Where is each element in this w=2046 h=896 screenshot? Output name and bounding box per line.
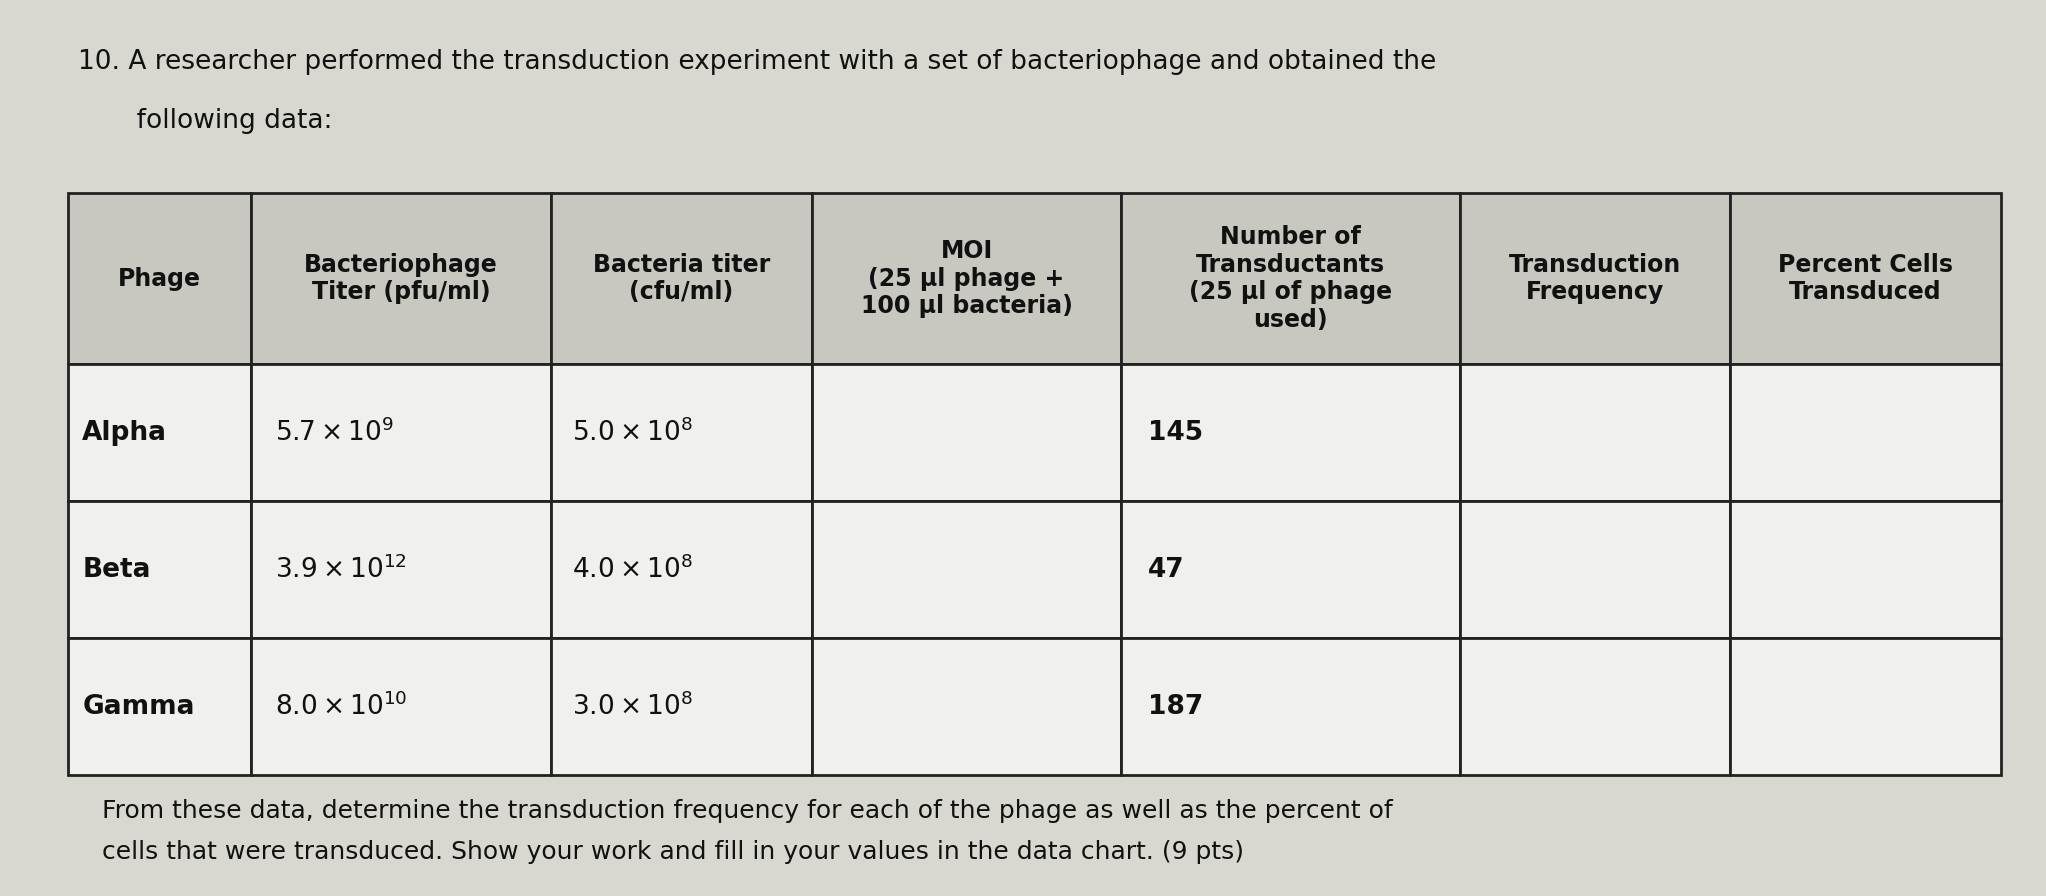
Text: $8.0 \times 10^{10}$: $8.0 \times 10^{10}$ bbox=[274, 693, 407, 721]
Text: Beta: Beta bbox=[82, 556, 151, 582]
Text: following data:: following data: bbox=[78, 108, 331, 134]
Text: Gamma: Gamma bbox=[82, 694, 194, 719]
Text: $5.0 \times 10^{8}$: $5.0 \times 10^{8}$ bbox=[571, 418, 692, 447]
Text: 145: 145 bbox=[1148, 420, 1203, 446]
Text: $5.7 \times 10^{9}$: $5.7 \times 10^{9}$ bbox=[274, 418, 393, 447]
Text: Percent Cells
Transduced: Percent Cells Transduced bbox=[1778, 253, 1954, 305]
Text: From these data, determine the transduction frequency for each of the phage as w: From these data, determine the transduct… bbox=[78, 799, 1393, 823]
Text: 47: 47 bbox=[1148, 556, 1185, 582]
Text: $3.9 \times 10^{12}$: $3.9 \times 10^{12}$ bbox=[274, 556, 407, 584]
Text: 187: 187 bbox=[1148, 694, 1203, 719]
Text: $4.0 \times 10^{8}$: $4.0 \times 10^{8}$ bbox=[571, 556, 692, 584]
Text: Number of
Transductants
(25 μl of phage
used): Number of Transductants (25 μl of phage … bbox=[1189, 225, 1391, 332]
Text: Bacteria titer
(cfu/ml): Bacteria titer (cfu/ml) bbox=[593, 253, 769, 305]
Text: cells that were transduced. Show your work and fill in your values in the data c: cells that were transduced. Show your wo… bbox=[78, 840, 1244, 865]
Text: Bacteriophage
Titer (pfu/ml): Bacteriophage Titer (pfu/ml) bbox=[305, 253, 497, 305]
Text: $3.0 \times 10^{8}$: $3.0 \times 10^{8}$ bbox=[571, 693, 692, 721]
Text: Phage: Phage bbox=[119, 266, 201, 290]
Text: MOI
(25 μl phage +
100 μl bacteria): MOI (25 μl phage + 100 μl bacteria) bbox=[861, 238, 1072, 318]
Text: 10. A researcher performed the transduction experiment with a set of bacteriopha: 10. A researcher performed the transduct… bbox=[78, 49, 1436, 75]
Text: Transduction
Frequency: Transduction Frequency bbox=[1508, 253, 1682, 305]
Text: Alpha: Alpha bbox=[82, 420, 168, 446]
